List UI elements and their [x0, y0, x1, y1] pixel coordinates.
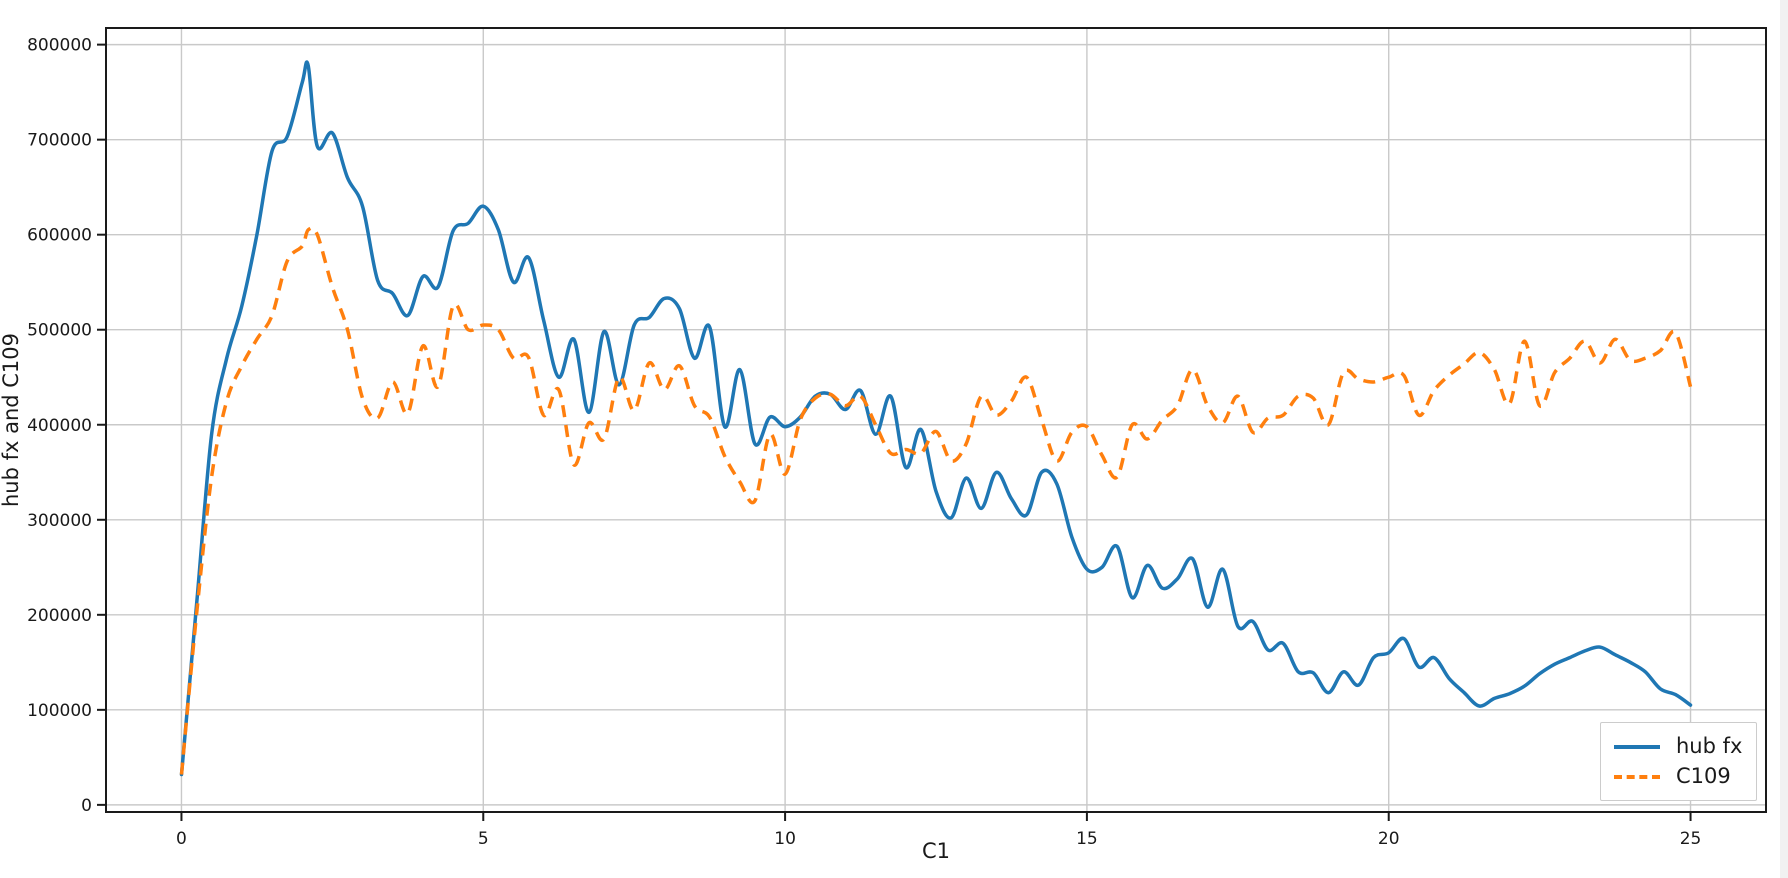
y-tick-label: 800000: [27, 36, 92, 56]
y-tick-label: 700000: [27, 131, 92, 151]
y-tick-label: 0: [81, 796, 92, 816]
y-tick-label: 300000: [27, 511, 92, 531]
series-line-hub-fx: [179, 60, 1693, 777]
x-tick-label: 25: [1680, 829, 1702, 849]
x-tick-label: 0: [176, 829, 187, 849]
legend-line-solid-icon: [1614, 744, 1660, 749]
window-edge-strip: [1780, 0, 1788, 878]
x-tick-label: 10: [774, 829, 796, 849]
legend: hub fx C109: [1600, 722, 1757, 801]
x-tick-label: 5: [478, 829, 489, 849]
y-tick-label: 400000: [27, 416, 92, 436]
x-axis-title: C1: [921, 839, 951, 863]
legend-line-dashed-icon: [1614, 774, 1660, 779]
legend-label-hub-fx: hub fx: [1676, 734, 1743, 758]
x-tick-label: 20: [1378, 829, 1400, 849]
y-tick-label: 200000: [27, 606, 92, 626]
plot-border: [105, 27, 1767, 813]
y-tick-label: 500000: [27, 321, 92, 341]
legend-item-c109: C109: [1614, 766, 1756, 787]
legend-item-hub-fx: hub fx: [1614, 736, 1756, 757]
legend-label-c109: C109: [1676, 764, 1731, 788]
y-tick-label: 600000: [27, 226, 92, 246]
y-axis-title: hub fx and C109: [0, 332, 23, 508]
y-tick-label: 100000: [27, 701, 92, 721]
x-tick-label: 15: [1076, 829, 1098, 849]
series-line-c109: [179, 226, 1693, 775]
